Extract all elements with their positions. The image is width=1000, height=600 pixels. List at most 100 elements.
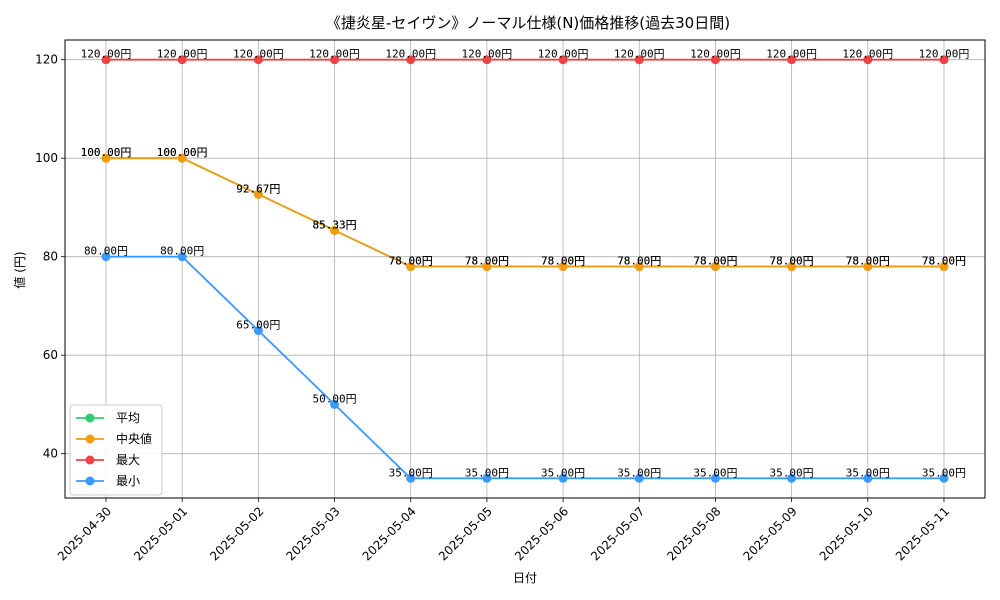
- chart-title: 《捷炎星-セイヴン》ノーマル仕様(N)価格推移(過去30日間): [326, 14, 730, 32]
- data-label: 120.00円: [462, 48, 513, 61]
- data-point: [863, 55, 873, 65]
- data-label: 120.00円: [233, 48, 284, 61]
- data-label: 78.00円: [389, 255, 433, 268]
- x-tick-label: 2025-05-02: [207, 504, 266, 563]
- legend-swatch-marker: [85, 455, 95, 465]
- data-point: [253, 326, 263, 336]
- data-point: [939, 262, 949, 272]
- data-label: 65.00円: [236, 319, 280, 332]
- data-label: 78.00円: [465, 255, 509, 268]
- data-label: 78.00円: [465, 255, 509, 268]
- data-label: 35.00円: [617, 466, 661, 479]
- x-tick-label: 2025-05-03: [283, 504, 342, 563]
- legend-label: 平均: [116, 411, 140, 425]
- data-point: [406, 55, 416, 65]
- data-label: 78.00円: [617, 255, 661, 268]
- x-tick-label: 2025-05-11: [893, 504, 952, 563]
- x-axis-ticks: 2025-04-30 2025-05-01 2025-05-02 2025-05-03…: [55, 498, 952, 563]
- data-label: 80.00円: [84, 245, 128, 258]
- data-label: 85.33円: [312, 218, 356, 231]
- data-point: [330, 399, 340, 409]
- data-label: 78.00円: [617, 255, 661, 268]
- data-label: 78.00円: [922, 255, 966, 268]
- x-tick-label: 2025-05-10: [817, 504, 876, 563]
- data-point: [101, 153, 111, 163]
- y-axis-ticks: 40 60 80 100 120: [35, 53, 65, 461]
- data-point: [253, 55, 263, 65]
- legend-swatch-marker: [85, 434, 95, 444]
- data-point: [330, 55, 340, 65]
- x-axis-label: 日付: [513, 571, 537, 585]
- x-tick-label: 2025-05-08: [664, 504, 723, 563]
- y-axis-label: 値 (円): [12, 251, 27, 288]
- data-label: 35.00円: [922, 466, 966, 479]
- y-tick-label: 80: [43, 250, 58, 264]
- data-label: 78.00円: [770, 255, 814, 268]
- data-label: 92.67円: [236, 182, 280, 195]
- data-point: [177, 252, 187, 262]
- data-label: 120.00円: [842, 48, 893, 61]
- data-label: 78.00円: [541, 255, 585, 268]
- data-point: [634, 55, 644, 65]
- data-point: [406, 473, 416, 483]
- data-point: [863, 262, 873, 272]
- data-point: [101, 252, 111, 262]
- series-layer: [101, 55, 949, 483]
- data-label: 100.00円: [81, 146, 132, 159]
- data-label: 78.00円: [541, 255, 585, 268]
- data-label: 80.00円: [160, 245, 204, 258]
- data-label: 50.00円: [312, 392, 356, 405]
- series-line: [106, 157, 944, 268]
- data-point: [330, 225, 340, 235]
- legend-label: 最小: [116, 474, 140, 488]
- data-label: 100.00円: [157, 146, 208, 159]
- data-label: 100.00円: [81, 146, 132, 159]
- data-label: 92.67円: [236, 182, 280, 195]
- legend-box: [69, 404, 163, 496]
- data-point: [558, 262, 568, 272]
- data-point: [710, 473, 720, 483]
- data-label: 85.33円: [312, 218, 356, 231]
- data-label: 120.00円: [157, 48, 208, 61]
- legend-swatch-marker: [85, 476, 95, 486]
- data-point: [634, 262, 644, 272]
- grid: [65, 40, 985, 498]
- data-label: 35.00円: [389, 466, 433, 479]
- data-label: 35.00円: [465, 466, 509, 479]
- data-point: [939, 473, 949, 483]
- series-1: [101, 153, 949, 272]
- data-labels: 100.00円 100.00円 92.67円 85.33円 78.00円 78.00円 78…: [81, 48, 970, 480]
- x-tick-label: 2025-05-06: [512, 504, 571, 563]
- data-label: 78.00円: [846, 255, 890, 268]
- series-0: [101, 153, 949, 272]
- data-point: [710, 262, 720, 272]
- data-label: 78.00円: [846, 255, 890, 268]
- data-point: [787, 55, 797, 65]
- data-label: 78.00円: [770, 255, 814, 268]
- legend-label: 最大: [116, 453, 140, 467]
- data-point: [482, 473, 492, 483]
- data-point: [939, 55, 949, 65]
- data-point: [558, 55, 568, 65]
- data-label: 78.00円: [389, 255, 433, 268]
- series-line: [106, 255, 944, 480]
- data-label: 120.00円: [81, 48, 132, 61]
- data-point: [406, 262, 416, 272]
- data-label: 35.00円: [541, 466, 585, 479]
- series-3: [101, 252, 949, 483]
- data-label: 35.00円: [770, 466, 814, 479]
- data-label: 120.00円: [538, 48, 589, 61]
- data-point: [177, 55, 187, 65]
- series-2: [101, 55, 949, 65]
- data-label: 120.00円: [766, 48, 817, 61]
- data-label: 120.00円: [385, 48, 436, 61]
- data-point: [787, 262, 797, 272]
- data-label: 78.00円: [693, 255, 737, 268]
- data-point: [863, 473, 873, 483]
- data-label: 120.00円: [690, 48, 741, 61]
- plot-frame: [64, 39, 986, 499]
- data-label: 120.00円: [919, 48, 970, 61]
